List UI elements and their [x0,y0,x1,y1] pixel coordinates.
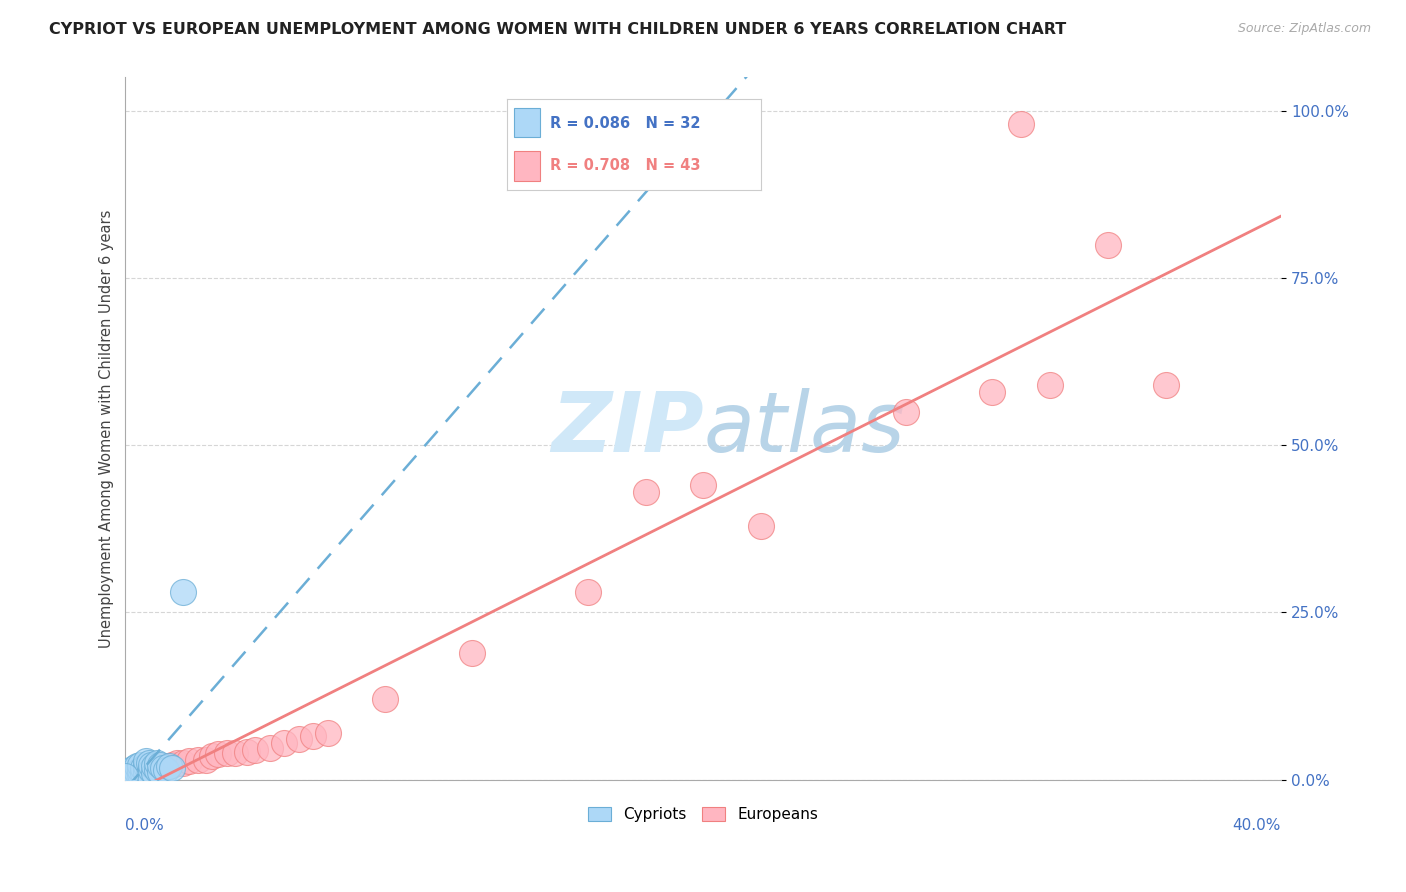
Point [224,746,246,760]
Point [125,764,148,779]
Point [981,384,1004,399]
Point [146,756,169,770]
Point [894,405,917,419]
Point [141,763,163,777]
Point [143,763,166,777]
Point [187,753,209,767]
Text: 40.0%: 40.0% [1233,818,1281,833]
Point [195,753,218,767]
Point [172,585,194,599]
Point [138,756,160,770]
Point [129,766,152,780]
Point [117,766,139,780]
Point [634,485,657,500]
Point [1039,378,1062,392]
Point [122,766,145,780]
Text: CYPRIOT VS EUROPEAN UNEMPLOYMENT AMONG WOMEN WITH CHILDREN UNDER 6 YEARS CORRELA: CYPRIOT VS EUROPEAN UNEMPLOYMENT AMONG W… [49,22,1067,37]
Point [177,754,200,768]
Point [143,766,166,780]
Point [172,756,194,770]
Point [236,745,259,759]
Point [245,742,267,756]
Point [461,646,484,660]
Point [132,766,155,780]
Point [135,764,157,779]
Point [129,767,152,781]
Point [1097,237,1119,252]
Point [1154,378,1177,392]
Point [120,763,142,777]
Y-axis label: Unemployment Among Women with Children Under 6 years: Unemployment Among Women with Children U… [100,210,114,648]
Point [146,759,169,773]
Point [135,764,157,779]
Point [302,729,325,743]
Point [146,763,169,777]
Text: atlas: atlas [703,388,905,469]
Point [132,761,155,775]
Point [273,736,295,750]
Point [166,756,188,770]
Point [316,726,339,740]
Point [117,769,139,783]
Point [374,692,396,706]
Point [576,585,599,599]
Point [1010,117,1032,131]
Point [692,478,714,492]
Point [141,758,163,772]
Point [152,761,174,775]
Point [138,767,160,781]
Point [149,761,172,775]
Point [201,749,224,764]
Point [157,759,180,773]
Point [749,518,772,533]
Point [143,759,166,773]
Point [155,763,177,777]
Point [138,761,160,775]
Point [125,764,148,779]
Point [125,759,148,773]
Point [149,764,172,779]
Legend: Cypriots, Europeans: Cypriots, Europeans [582,801,824,828]
Point [288,732,311,747]
Point [120,767,142,781]
Point [160,758,183,772]
Point [160,761,183,775]
Point [114,769,136,783]
Text: ZIP: ZIP [551,388,703,469]
Point [117,769,139,783]
Point [129,763,152,777]
Point [149,758,172,772]
Point [132,763,155,777]
Point [135,759,157,773]
Point [259,740,281,755]
Text: Source: ZipAtlas.com: Source: ZipAtlas.com [1237,22,1371,36]
Point [207,747,229,762]
Point [152,763,174,777]
Point [157,759,180,773]
Point [141,763,163,777]
Point [135,754,157,768]
Point [215,746,238,760]
Point [122,766,145,780]
Text: 0.0%: 0.0% [125,818,165,833]
Point [120,767,142,781]
Point [129,758,152,772]
Point [122,761,145,775]
